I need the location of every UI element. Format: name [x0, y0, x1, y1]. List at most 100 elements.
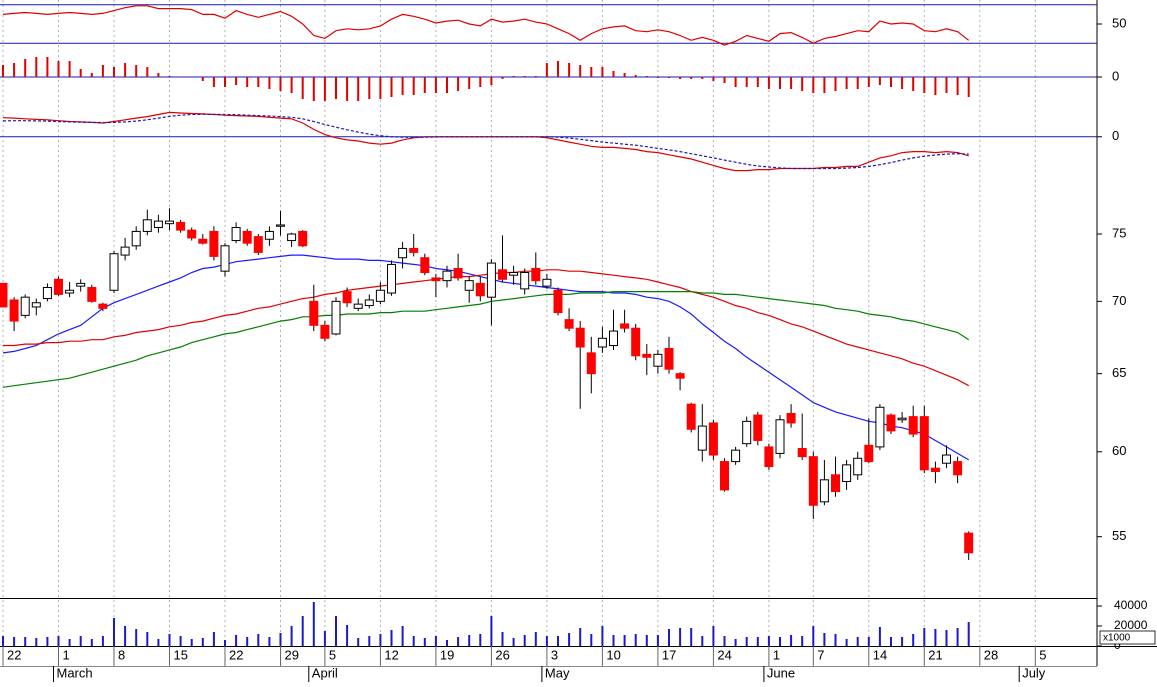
candle-body [442, 270, 452, 282]
candle-body [564, 319, 574, 329]
bar [434, 77, 437, 93]
bar [68, 61, 71, 77]
candle-body [209, 230, 219, 257]
candle-body [964, 532, 974, 554]
candle-body [331, 300, 341, 335]
bar [268, 77, 271, 89]
y-tick-label: 50 [1112, 15, 1126, 30]
bar [834, 77, 837, 91]
bar [856, 77, 859, 89]
bar [57, 636, 60, 646]
candle-body [87, 287, 97, 302]
bar [712, 626, 715, 646]
bar [534, 76, 537, 77]
candle-body [387, 263, 396, 294]
bar [712, 77, 715, 81]
bar [257, 77, 260, 87]
x-tick-label: 22 [7, 647, 21, 662]
bar [823, 633, 826, 646]
bar [623, 73, 626, 77]
candle-body [586, 352, 596, 375]
candle-body [76, 282, 86, 287]
bar [235, 77, 238, 85]
bar [668, 629, 670, 646]
bar [379, 634, 382, 646]
bar [845, 639, 848, 646]
bar [212, 77, 215, 87]
bar [146, 632, 149, 646]
candle-body [420, 257, 430, 274]
candle-body [220, 245, 230, 272]
bar [357, 638, 360, 646]
bar [13, 63, 16, 77]
candle-body [653, 353, 663, 367]
candle-body [453, 267, 463, 279]
bar [146, 67, 149, 77]
bar [523, 635, 526, 646]
bar [35, 638, 38, 646]
candle-body [176, 221, 186, 231]
x-tick-label: 1 [63, 647, 70, 662]
x-tick-label: 15 [174, 647, 188, 662]
bar [490, 616, 493, 646]
candle-body [398, 247, 408, 259]
bar [379, 77, 382, 99]
candle-body [464, 280, 474, 291]
bar [423, 638, 426, 646]
bar [101, 65, 104, 77]
candle-body [309, 300, 319, 326]
bar [335, 616, 337, 646]
bar [323, 77, 326, 101]
candle-body [509, 272, 519, 276]
bar [35, 57, 38, 77]
panel: 0 20000 40000 x1000 [2, 598, 1156, 652]
bar [723, 636, 726, 646]
y-tick-label: 70 [1112, 293, 1126, 308]
candle-body [664, 347, 674, 370]
bar [390, 630, 393, 646]
bar [645, 76, 648, 77]
bar [568, 63, 571, 77]
bar [423, 77, 426, 93]
bar [901, 637, 904, 646]
panel: 0 [0, 57, 1119, 101]
bar [179, 77, 182, 78]
bar [224, 77, 226, 87]
x-tick-label: 24 [717, 647, 731, 662]
bar [645, 635, 648, 646]
bar [457, 637, 460, 646]
bar [335, 77, 337, 99]
bar [501, 77, 504, 79]
bar [656, 77, 659, 78]
bar [2, 65, 4, 77]
bar [157, 73, 160, 77]
bar [745, 77, 748, 87]
bar [124, 626, 127, 646]
bar [168, 76, 171, 77]
candle-body [276, 224, 285, 227]
bar [590, 67, 593, 77]
bar [801, 77, 804, 91]
x-tick-label: 28 [984, 647, 998, 662]
bar [113, 618, 115, 646]
unit-label: x1000 [1103, 633, 1131, 644]
x-tick-label: 7 [817, 647, 824, 662]
candle-body [287, 233, 297, 242]
bar [446, 640, 448, 646]
x-tick-label: 8 [118, 647, 125, 662]
candle-body [908, 416, 918, 435]
bar [967, 77, 970, 97]
bar [512, 638, 515, 646]
bar [401, 77, 404, 95]
candle-body [9, 299, 19, 322]
panel: 50 [0, 4, 1126, 46]
bar [912, 634, 915, 646]
bar [268, 637, 271, 646]
bar [312, 77, 315, 101]
candle-body [620, 323, 630, 329]
bar [912, 77, 915, 91]
candle-body [98, 303, 108, 309]
bar [224, 640, 226, 646]
bar [357, 77, 360, 101]
